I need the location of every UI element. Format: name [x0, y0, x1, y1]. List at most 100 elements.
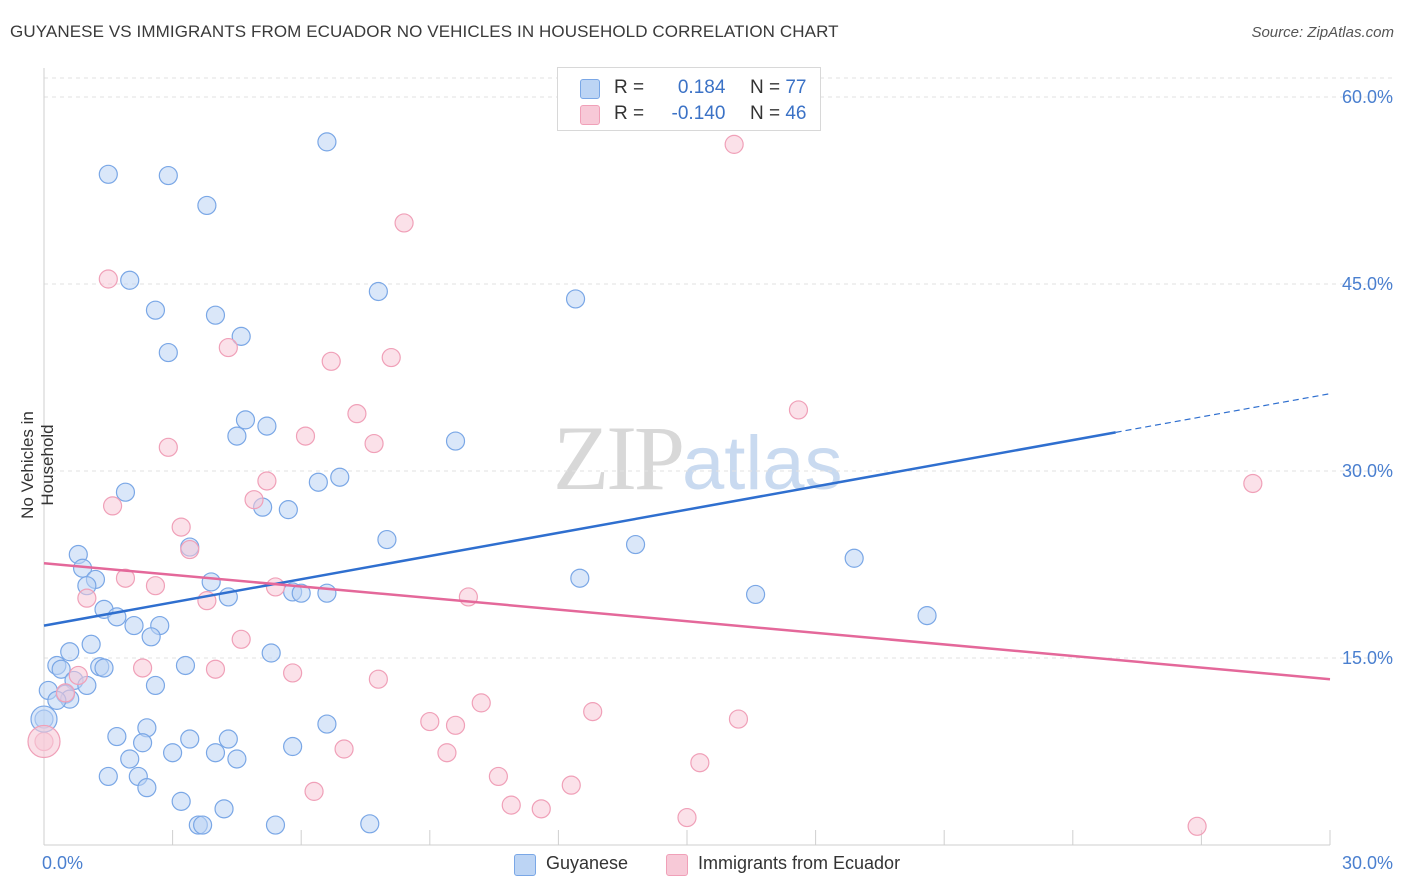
- point-ecuador: [244, 490, 264, 510]
- point-ecuador: [445, 715, 466, 735]
- point-ecuador: [531, 799, 551, 819]
- point-ecuador: [180, 539, 200, 560]
- point-guyanese: [171, 791, 191, 811]
- point-ecuador: [257, 471, 277, 491]
- r-value: -0.140: [671, 103, 726, 124]
- point-guyanese: [227, 426, 247, 446]
- point-guyanese: [625, 534, 646, 555]
- point-guyanese: [317, 583, 337, 603]
- point-guyanese: [445, 431, 466, 451]
- n-label: N =: [749, 77, 781, 98]
- point-guyanese: [330, 467, 350, 487]
- point-guyanese: [291, 583, 311, 603]
- point-guyanese: [214, 799, 234, 819]
- point-ecuador: [1243, 473, 1263, 494]
- point-guyanese: [570, 568, 590, 588]
- point-ecuador: [347, 404, 367, 424]
- point-ecuador: [158, 437, 178, 457]
- point-ecuador: [68, 665, 88, 686]
- point-guyanese: [308, 472, 328, 492]
- y-axis-label: No Vehicles in Household: [18, 411, 57, 519]
- point-guyanese: [124, 615, 144, 636]
- point-guyanese: [231, 326, 251, 346]
- point-guyanese: [360, 814, 380, 834]
- y-tick-label: 15.0%: [1342, 648, 1393, 668]
- legend-swatch-guyanese: [514, 854, 536, 876]
- point-guyanese: [205, 743, 226, 763]
- x-tick-label: 0.0%: [42, 853, 83, 873]
- r-label: R =: [614, 103, 645, 124]
- point-ecuador: [368, 669, 388, 689]
- point-ecuador: [420, 711, 440, 732]
- point-guyanese: [81, 634, 101, 654]
- point-guyanese: [163, 743, 183, 763]
- point-ecuador: [394, 213, 414, 233]
- point-ecuador: [471, 693, 491, 713]
- point-guyanese: [120, 270, 140, 290]
- point-guyanese: [917, 606, 937, 626]
- point-guyanese: [201, 572, 221, 592]
- point-guyanese: [137, 778, 157, 798]
- point-ecuador: [218, 337, 238, 358]
- point-guyanese: [158, 165, 178, 186]
- y-tick-label: 60.0%: [1342, 87, 1393, 107]
- chart-title: GUYANESE VS IMMIGRANTS FROM ECUADOR NO V…: [10, 22, 839, 41]
- y-axis-label-wrap: No Vehicles in Household: [18, 0, 57, 892]
- point-guyanese: [115, 482, 136, 502]
- point-ecuador: [115, 568, 136, 588]
- r-value: 0.184: [677, 77, 726, 98]
- point-ecuador: [334, 739, 354, 759]
- legend-swatch-ecuador: [580, 105, 600, 125]
- point-ecuador: [171, 517, 191, 537]
- point-ecuador: [145, 576, 166, 596]
- point-guyanese: [141, 627, 161, 647]
- point-ecuador: [788, 400, 809, 420]
- source-credit: Source: ZipAtlas.com: [1251, 24, 1394, 41]
- point-guyanese: [94, 658, 114, 678]
- point-ecuador: [561, 775, 581, 795]
- point-ecuador: [102, 496, 123, 516]
- point-guyanese: [218, 729, 238, 749]
- point-ecuador: [295, 426, 316, 446]
- point-ecuador: [364, 433, 384, 454]
- point-ecuador: [231, 629, 251, 649]
- legend-swatch-guyanese: [580, 79, 600, 99]
- point-ecuador: [55, 683, 76, 703]
- point-guyanese: [175, 655, 196, 676]
- trendline-ecuador: [43, 562, 1331, 681]
- point-ecuador: [1187, 816, 1207, 836]
- point-ecuador: [283, 663, 303, 683]
- point-guyanese: [377, 529, 397, 550]
- point-guyanese: [98, 766, 118, 787]
- point-ecuador: [690, 753, 710, 773]
- point-ecuador: [205, 659, 226, 679]
- legend-text-guyanese: R = 0.184 N = 77: [614, 77, 806, 99]
- point-ecuador: [321, 351, 341, 371]
- n-label: N =: [749, 103, 781, 124]
- point-ecuador: [265, 577, 286, 597]
- point-guyanese: [132, 733, 153, 753]
- point-guyanese: [283, 736, 303, 757]
- y-tick-label: 45.0%: [1342, 274, 1393, 294]
- point-guyanese: [60, 642, 80, 662]
- point-ecuador: [437, 743, 457, 763]
- point-ecuador: [77, 588, 97, 608]
- point-ecuador: [304, 781, 324, 801]
- point-ecuador: [677, 807, 697, 828]
- legend-label-guyanese: Guyanese: [546, 853, 629, 873]
- legend-swatch-ecuador: [666, 854, 688, 876]
- point-guyanese: [265, 815, 286, 835]
- r-label: R =: [614, 77, 645, 98]
- n-value: 46: [785, 103, 807, 124]
- point-ecuador: [98, 269, 118, 289]
- point-guyanese: [51, 659, 71, 679]
- point-guyanese: [145, 300, 166, 320]
- point-guyanese: [317, 132, 337, 152]
- point-ecuador: [728, 709, 749, 729]
- series-legend: Guyanese Immigrants from Ecuador: [0, 851, 1406, 879]
- point-guyanese: [197, 195, 217, 216]
- y-tick-label: 30.0%: [1342, 461, 1393, 481]
- point-guyanese: [368, 281, 388, 302]
- point-guyanese: [317, 714, 337, 734]
- trendline-guyanese-extension: [1115, 393, 1331, 433]
